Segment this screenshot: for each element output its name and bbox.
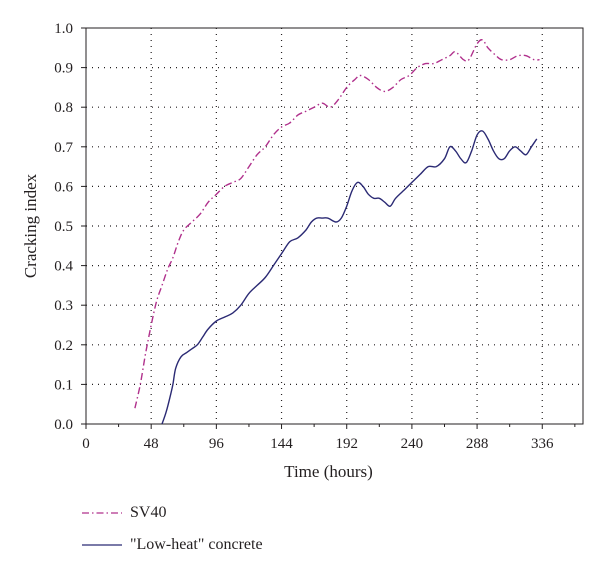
legend-swatch-sv40 <box>82 512 122 514</box>
x-tick-label: 336 <box>531 436 554 452</box>
x-tick-label: 288 <box>466 436 489 452</box>
x-tick-label: 96 <box>209 436 225 452</box>
x-tick-label: 48 <box>144 436 159 452</box>
x-axis-label: Time (hours) <box>284 462 373 481</box>
series-line-sv40 <box>134 39 540 409</box>
grid-lines <box>86 28 583 424</box>
x-tick-label: 240 <box>401 436 424 452</box>
y-tick-label: 0.7 <box>54 140 73 156</box>
y-tick-label: 0.4 <box>54 259 73 275</box>
y-tick-label: 0.6 <box>54 179 73 195</box>
legend-label-sv40: SV40 <box>130 504 167 521</box>
y-tick-label: 0.9 <box>54 61 73 77</box>
x-tick-label: 0 <box>82 436 90 452</box>
series-layer <box>134 39 540 425</box>
y-tick-label: 0.8 <box>54 100 73 116</box>
x-tick-label: 144 <box>270 436 293 452</box>
chart-svg: 0 48 96 144 192 240 288 336 0.0 0.1 0.2 0.3 0.4 0.5 0.… <box>21 21 584 481</box>
y-tick-label: 0.0 <box>54 417 73 433</box>
y-tick-label: 0.2 <box>54 338 73 354</box>
y-tick-label: 0.5 <box>54 219 73 235</box>
axis-ticks: 0 48 96 144 192 240 288 336 0.0 0.1 0.2 0.3 0.4 0.5 0.… <box>54 21 576 452</box>
y-tick-label: 0.3 <box>54 298 73 314</box>
y-tick-label: 1.0 <box>54 21 73 37</box>
legend-swatch-low-heat <box>82 544 122 546</box>
y-tick-label: 0.1 <box>54 377 73 393</box>
series-line-low-heat <box>161 130 538 425</box>
x-tick-label: 192 <box>335 436 358 452</box>
y-axis-label: Cracking index <box>21 173 40 278</box>
legend-label-low-heat: "Low-heat" concrete <box>130 536 263 553</box>
plot-frame <box>85 27 584 425</box>
